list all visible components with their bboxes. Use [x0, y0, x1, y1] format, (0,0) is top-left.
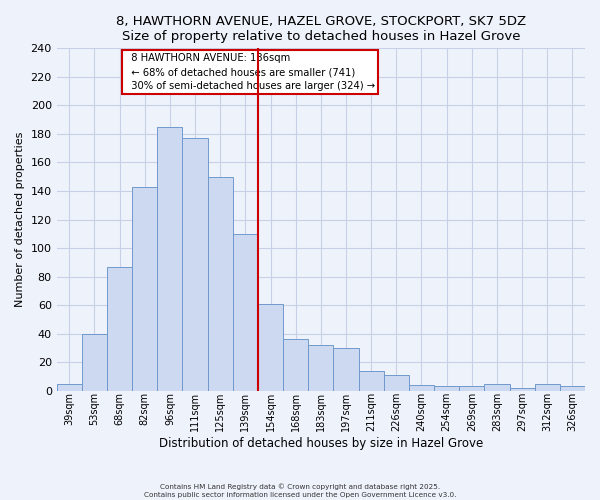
X-axis label: Distribution of detached houses by size in Hazel Grove: Distribution of detached houses by size … — [159, 437, 483, 450]
Bar — [484, 384, 509, 390]
Bar — [359, 370, 384, 390]
Bar — [409, 385, 434, 390]
Bar — [509, 388, 535, 390]
Bar — [157, 127, 182, 390]
Y-axis label: Number of detached properties: Number of detached properties — [15, 132, 25, 307]
Bar — [82, 334, 107, 390]
Title: 8, HAWTHORN AVENUE, HAZEL GROVE, STOCKPORT, SK7 5DZ
Size of property relative to: 8, HAWTHORN AVENUE, HAZEL GROVE, STOCKPO… — [116, 15, 526, 43]
Bar — [434, 386, 459, 390]
Bar — [560, 386, 585, 390]
Bar — [334, 348, 359, 391]
Bar — [384, 375, 409, 390]
Bar — [132, 186, 157, 390]
Bar — [233, 234, 258, 390]
Text: Contains HM Land Registry data © Crown copyright and database right 2025.
Contai: Contains HM Land Registry data © Crown c… — [144, 484, 456, 498]
Bar — [459, 386, 484, 390]
Bar — [283, 340, 308, 390]
Bar — [535, 384, 560, 390]
Bar — [56, 384, 82, 390]
Bar — [258, 304, 283, 390]
Bar — [182, 138, 208, 390]
Bar — [107, 266, 132, 390]
Text: 8 HAWTHORN AVENUE: 136sqm
  ← 68% of detached houses are smaller (741)
  30% of : 8 HAWTHORN AVENUE: 136sqm ← 68% of detac… — [125, 54, 376, 92]
Bar — [208, 176, 233, 390]
Bar — [308, 345, 334, 391]
